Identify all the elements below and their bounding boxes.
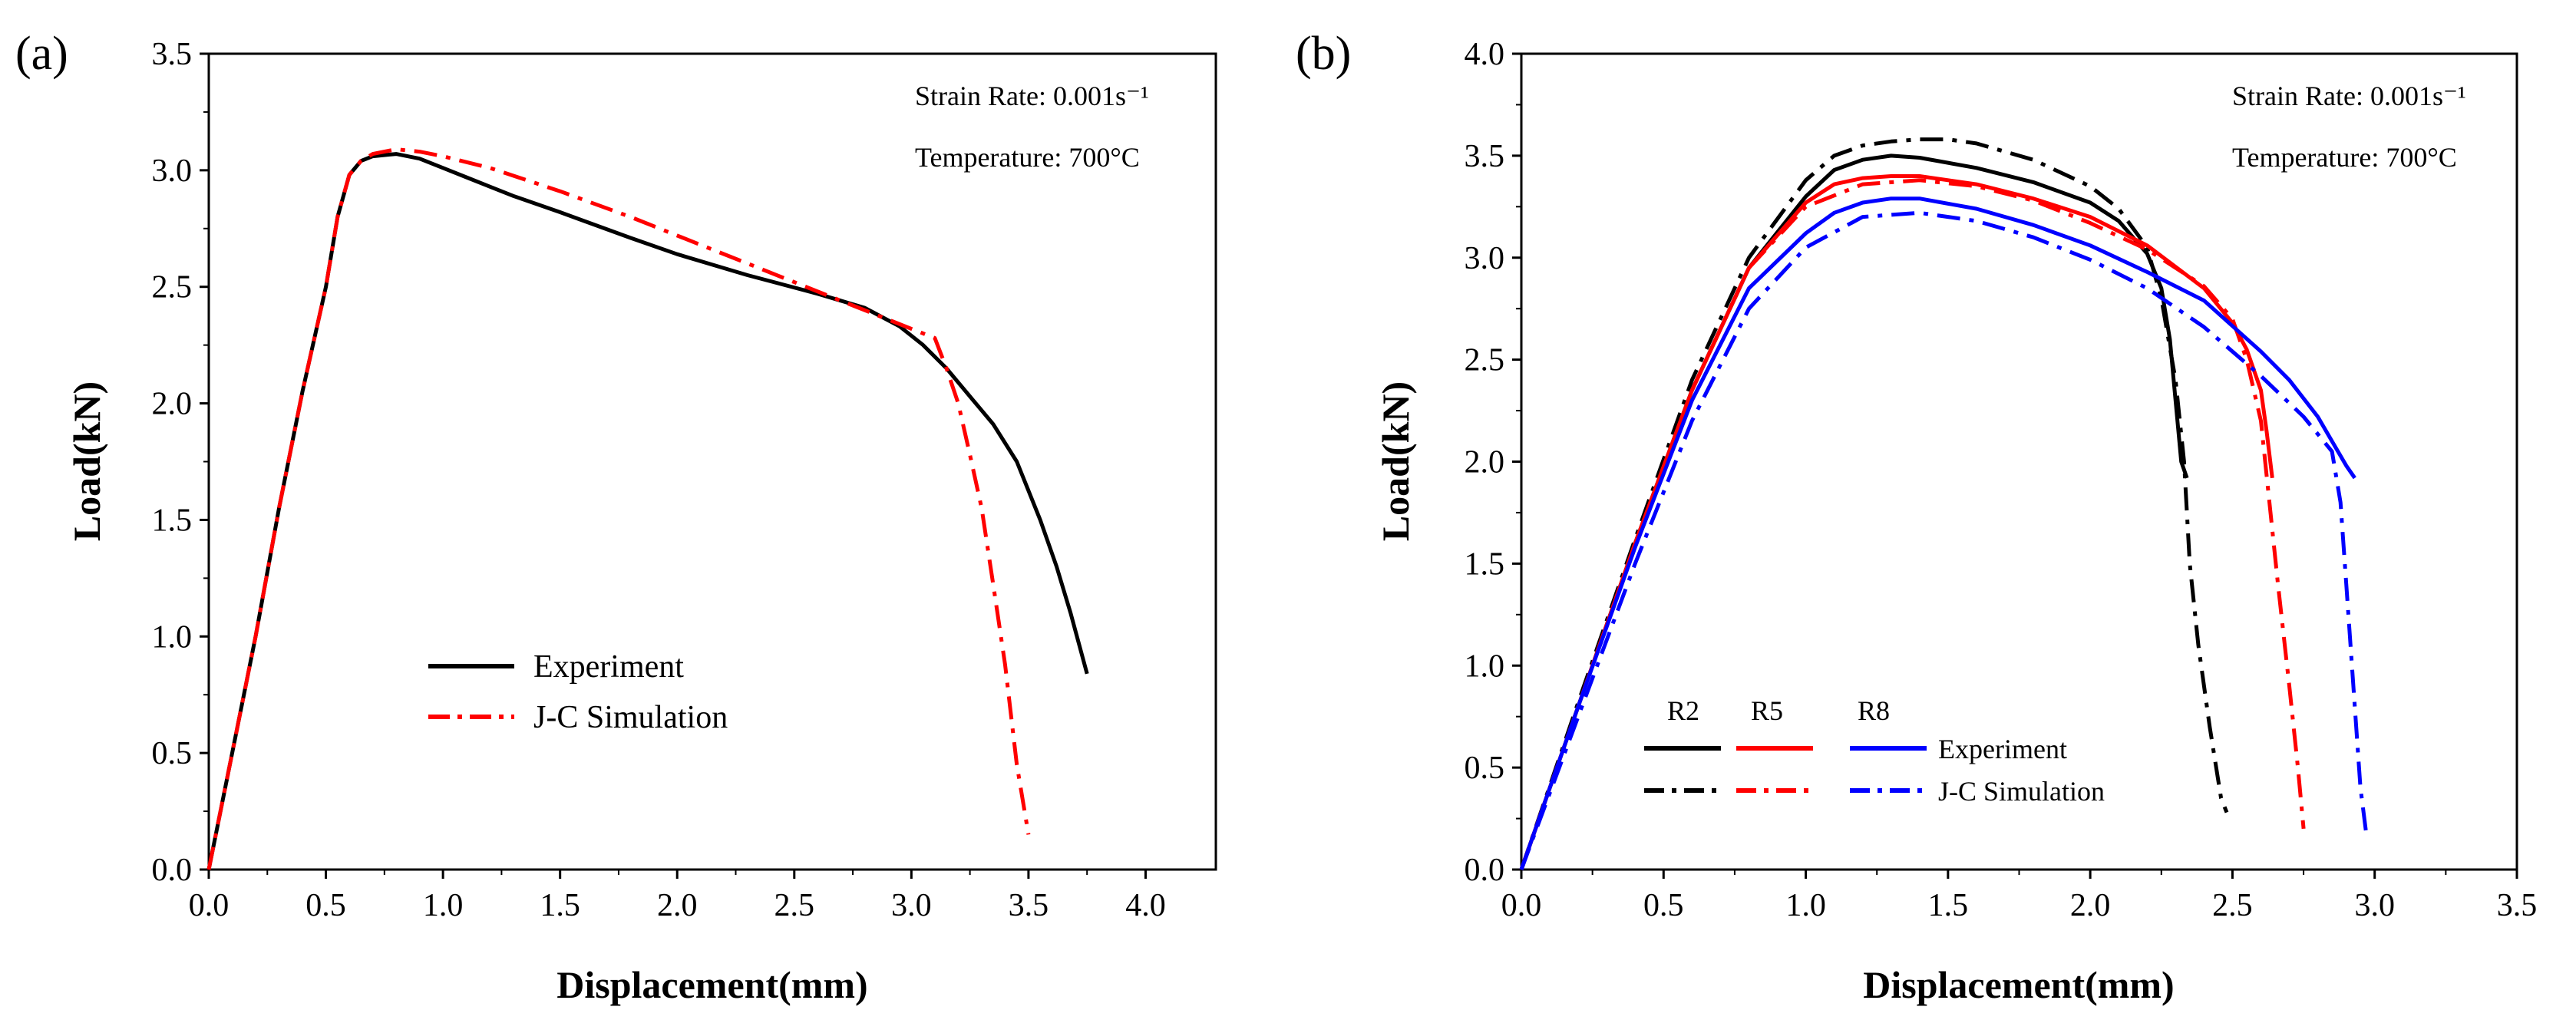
panel-b-temperature-annotation: Temperature: 700°C xyxy=(2232,142,2457,173)
panel-a-y-tick-label: 2.0 xyxy=(152,387,193,422)
panel-b-series-r2-experiment xyxy=(1519,153,2189,870)
panel-b: (b) 0.0 0.5 1.0 1.5 2.0 2.5 3.0 3.5 0.0 0.5 1.0 1.5… xyxy=(1296,28,2537,1006)
panel-b-y-tick-label: 0.0 xyxy=(1465,853,1505,888)
panel-b-y-tick-label: 4.0 xyxy=(1465,37,1505,72)
panel-a-y-tick-label: 3.5 xyxy=(152,37,193,72)
panel-a-y-tick-label: 1.0 xyxy=(152,619,193,655)
panel-b-y-axis-title: Load(kN) xyxy=(1374,381,1417,541)
panel-b-series-r5-j-c-simulation xyxy=(1519,178,2306,870)
panel-a-temperature-annotation: Temperature: 700°C xyxy=(915,142,1140,173)
panel-a-series-j-c-simulation xyxy=(206,147,1031,870)
panel-a-x-tick-label: 4.0 xyxy=(1125,888,1166,923)
panel-a-y-tick-label: 1.5 xyxy=(152,503,193,538)
panel-b-legend: R2 R5 R8 Experiment J-C Simulation xyxy=(1644,695,2105,807)
panel-b-y-tick-label: 2.5 xyxy=(1465,343,1505,378)
panel-b-x-tick-label: 2.5 xyxy=(2212,888,2253,923)
panel-b-x-tick-label: 0.0 xyxy=(1501,888,1542,923)
panel-b-legend-column-r8: R8 xyxy=(1858,695,1890,726)
panel-b-y-tick-label: 1.5 xyxy=(1465,546,1505,582)
panel-a-legend: Experiment J-C Simulation xyxy=(428,649,728,735)
panel-b-legend-experiment-label: Experiment xyxy=(1938,734,2067,764)
panel-b-x-tick-label: 3.5 xyxy=(2497,888,2538,923)
panel-b-legend-column-r5: R5 xyxy=(1751,695,1783,726)
panel-b-series-r8-experiment xyxy=(1519,196,2356,870)
panel-a-x-tick-label: 2.0 xyxy=(657,888,698,923)
panel-a-legend-experiment-label: Experiment xyxy=(533,649,684,685)
panel-a-x-axis-title: Displacement(mm) xyxy=(556,963,867,1006)
panel-a-series-experiment xyxy=(206,152,1089,870)
panel-b-y-tick-label: 0.5 xyxy=(1465,751,1505,786)
panel-b-x-tick-label: 1.0 xyxy=(1785,888,1826,923)
panel-a-y-tick-label: 3.0 xyxy=(152,153,193,189)
panel-b-x-tick-label: 1.5 xyxy=(1928,888,1969,923)
panel-a-x-tick-label: 3.0 xyxy=(891,888,932,923)
panel-a-legend-simulation-label: J-C Simulation xyxy=(533,700,728,735)
panel-b-ticks: 0.0 0.5 1.0 1.5 2.0 2.5 3.0 3.5 0.0 0.5 1.0 1.5 2.0 2… xyxy=(1465,37,2538,923)
panel-a-series xyxy=(206,147,1089,870)
panel-a-label: (a) xyxy=(15,28,68,80)
panel-a-x-tick-label: 2.5 xyxy=(774,888,815,923)
panel-b-y-tick-label: 3.5 xyxy=(1465,139,1505,174)
panel-a-x-tick-label: 0.5 xyxy=(305,888,346,923)
panel-a-strain-rate-annotation: Strain Rate: 0.001s⁻¹ xyxy=(915,81,1149,111)
panel-b-x-tick-label: 2.0 xyxy=(2070,888,2111,923)
panel-a-x-tick-label: 1.0 xyxy=(423,888,464,923)
panel-b-series-r5-experiment xyxy=(1519,174,2274,870)
panel-a-y-tick-label: 2.5 xyxy=(152,270,193,305)
panel-b-x-tick-label: 3.0 xyxy=(2354,888,2395,923)
panel-a-y-tick-label: 0.0 xyxy=(152,853,193,888)
panel-a-y-axis-title: Load(kN) xyxy=(65,381,108,541)
panel-b-series-r8-j-c-simulation xyxy=(1519,210,2369,870)
panel-a-y-tick-label: 0.5 xyxy=(152,736,193,771)
panel-b-y-tick-label: 1.0 xyxy=(1465,649,1505,684)
panel-b-series-r2-j-c-simulation xyxy=(1519,137,2229,870)
panel-b-x-tick-label: 0.5 xyxy=(1643,888,1684,923)
panel-b-x-axis-title: Displacement(mm) xyxy=(1863,963,2174,1006)
panel-b-series xyxy=(1519,137,2369,870)
panel-a-ticks: 0.0 0.5 1.0 1.5 2.0 2.5 3.0 3.5 4.0 0.0 0.5 1.0 1.5 2… xyxy=(152,37,1166,923)
panel-a-x-tick-label: 0.0 xyxy=(189,888,230,923)
panel-a-plot-frame xyxy=(207,52,1217,871)
panel-b-y-tick-label: 2.0 xyxy=(1465,445,1505,480)
panel-b-y-tick-label: 3.0 xyxy=(1465,241,1505,276)
panel-b-legend-simulation-label: J-C Simulation xyxy=(1938,776,2105,807)
panel-a: (a) 0.0 0.5 1.0 1.5 2.0 2.5 3.0 3.5 4.0 0.0 0.5 1.0… xyxy=(15,28,1217,1006)
panel-b-legend-column-r2: R2 xyxy=(1667,695,1699,726)
panel-b-label: (b) xyxy=(1296,28,1351,80)
panel-a-x-tick-label: 1.5 xyxy=(540,888,580,923)
panel-a-x-tick-label: 3.5 xyxy=(1009,888,1049,923)
panel-b-strain-rate-annotation: Strain Rate: 0.001s⁻¹ xyxy=(2232,81,2466,111)
